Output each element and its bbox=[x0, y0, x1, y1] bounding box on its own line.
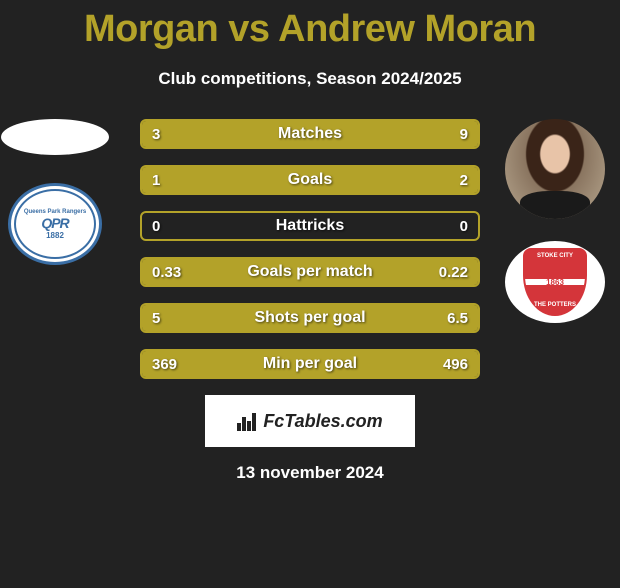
player2-column: STOKE CITY 1863 THE POTTERS bbox=[500, 119, 610, 323]
player2-club-bot: THE POTTERS bbox=[534, 302, 576, 308]
player2-photo bbox=[505, 119, 605, 219]
stat-label: Matches bbox=[142, 121, 478, 147]
stat-label: Min per goal bbox=[142, 351, 478, 377]
player1-photo bbox=[1, 119, 109, 155]
page-title: Morgan vs Andrew Moran bbox=[0, 8, 620, 51]
stat-row: 00Hattricks bbox=[140, 211, 480, 241]
stat-row: 0.330.22Goals per match bbox=[140, 257, 480, 287]
player2-club-badge: STOKE CITY 1863 THE POTTERS bbox=[505, 241, 605, 323]
player2-club-top: STOKE CITY bbox=[537, 253, 573, 259]
subtitle: Club competitions, Season 2024/2025 bbox=[0, 69, 620, 89]
player2-club-mid: 1863 bbox=[546, 278, 564, 287]
stat-label: Shots per goal bbox=[142, 305, 478, 331]
stat-label: Goals per match bbox=[142, 259, 478, 285]
footer-logo: FcTables.com bbox=[205, 395, 415, 447]
stat-row: 12Goals bbox=[140, 165, 480, 195]
footer-logo-text: FcTables.com bbox=[263, 411, 382, 432]
fctables-icon bbox=[237, 411, 257, 431]
stat-label: Hattricks bbox=[142, 213, 478, 239]
player1-club-year: 1882 bbox=[46, 231, 64, 240]
stat-row: 56.5Shots per goal bbox=[140, 303, 480, 333]
stat-row: 39Matches bbox=[140, 119, 480, 149]
player1-column: Queens Park Rangers QPR 1882 bbox=[0, 119, 110, 265]
stats-container: 39Matches 12Goals 00Hattricks 0.330.22Goals… bbox=[140, 119, 480, 379]
player1-club-abbrev: QPR bbox=[41, 215, 68, 231]
stat-label: Goals bbox=[142, 167, 478, 193]
footer-date: 13 november 2024 bbox=[0, 463, 620, 483]
stat-row: 369496Min per goal bbox=[140, 349, 480, 379]
player1-club-badge: Queens Park Rangers QPR 1882 bbox=[8, 183, 102, 265]
comparison-area: Queens Park Rangers QPR 1882 STOKE CITY … bbox=[0, 119, 620, 379]
